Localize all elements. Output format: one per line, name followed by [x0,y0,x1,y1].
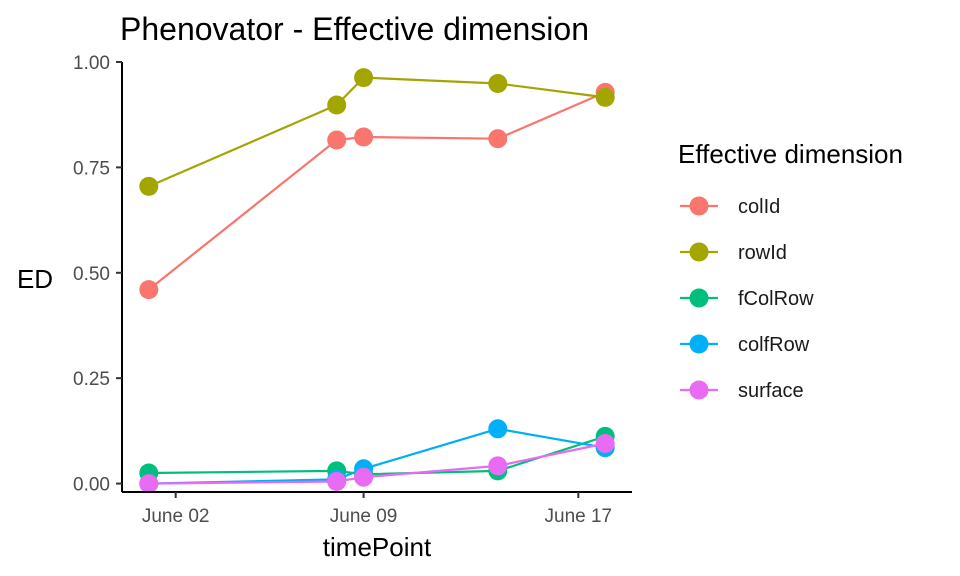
x-tick-label: June 17 [545,506,613,527]
data-point-surface [139,474,159,494]
data-point-colId [488,129,508,149]
x-axis-title: timePoint [323,532,432,562]
legend: colId rowId fColRow colfRow surface [680,196,814,402]
plot-area [139,68,615,494]
y-tick-label: 0.25 [73,369,110,390]
legend-label-surface: surface [738,380,804,402]
legend-title: Effective dimension [678,139,903,169]
data-point-surface [354,467,374,487]
legend-label-colfRow: colfRow [738,334,810,356]
legend-key-point [689,196,709,216]
series-line-rowId [148,76,606,188]
data-point-colId [327,130,347,150]
data-point-rowId [488,74,508,93]
data-point-colId [139,280,159,300]
data-point-colfRow [488,419,508,439]
series-line-colId [148,91,606,291]
data-point-rowId [327,95,347,115]
y-tick-label: 0.00 [73,475,110,496]
data-point-rowId [354,68,374,88]
data-point-surface [327,472,347,491]
data-point-rowId [595,87,615,107]
legend-label-fColRow: fColRow [738,288,814,310]
series-line-fColRow [148,435,606,476]
x-tick-label: June 02 [142,506,210,527]
y-tick-label: 0.75 [73,158,110,179]
legend-key-point [689,380,709,400]
legend-key-point [689,242,709,262]
y-tick-label: 0.50 [73,264,110,285]
series-line-surface [148,442,606,485]
legend-label-colId: colId [738,196,780,218]
legend-key-point [689,334,709,354]
legend-label-rowId: rowId [738,242,787,264]
legend-key-point [689,288,709,308]
data-point-surface [488,456,508,476]
chart-title: Phenovator - Effective dimension [120,11,589,47]
y-ticks: 0.00 0.25 0.50 0.75 1.00 [73,53,122,496]
data-point-rowId [139,176,159,196]
y-axis-title: ED [17,264,53,294]
x-ticks: June 02 June 09 June 17 [142,492,612,527]
y-tick-label: 1.00 [73,53,110,74]
x-tick-label: June 09 [330,506,398,527]
data-point-colId [354,127,374,147]
data-point-surface [595,434,615,453]
